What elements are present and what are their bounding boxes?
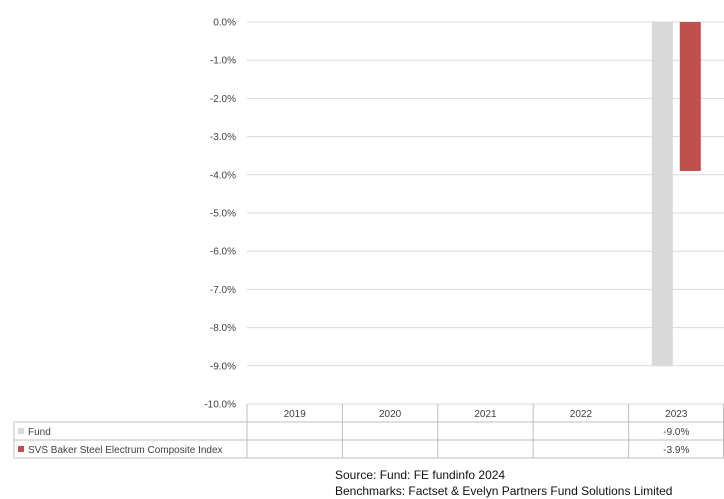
- y-tick-label: -9.0%: [210, 361, 236, 372]
- y-tick-label: -3.0%: [210, 132, 236, 143]
- bar: [651, 22, 673, 366]
- x-category-label: 2023: [665, 409, 688, 420]
- legend-swatch: [18, 446, 24, 452]
- y-tick-label: -10.0%: [204, 400, 236, 411]
- x-category-label: 2021: [474, 409, 497, 420]
- x-category-label: 2022: [570, 409, 593, 420]
- y-tick-label: -4.0%: [210, 170, 236, 181]
- y-tick-label: 0.0%: [213, 18, 236, 29]
- y-tick-label: -6.0%: [210, 247, 236, 258]
- y-tick-label: -8.0%: [210, 323, 236, 334]
- gridlines: [247, 21, 724, 405]
- source-line-2: Benchmarks: Factset & Evelyn Partners Fu…: [335, 484, 673, 498]
- bar: [679, 22, 701, 171]
- y-tick-label: -5.0%: [210, 209, 236, 220]
- y-tick-label: -1.0%: [210, 56, 236, 67]
- legend-swatch: [18, 428, 24, 434]
- y-axis-ticks: 0.0% -1.0% -2.0% -3.0% -4.0% -5.0% -6.0% -7.0% -…: [204, 18, 236, 411]
- y-tick-label: -7.0%: [210, 285, 236, 296]
- data-table: 2019 2020 2021 2022 2023 Fund -9.0% SVS Baker S…: [13, 404, 724, 459]
- x-category-label: 2019: [284, 409, 307, 420]
- data-label: -9.0%: [663, 427, 689, 438]
- data-label: -3.9%: [663, 445, 689, 456]
- legend-label: Fund: [28, 427, 51, 438]
- bars: [651, 22, 701, 366]
- y-tick-label: -2.0%: [210, 94, 236, 105]
- x-category-label: 2020: [379, 409, 402, 420]
- source-line-1: Source: Fund: FE fundinfo 2024: [335, 468, 506, 482]
- legend-label: SVS Baker Steel Electrum Composite Index: [28, 445, 223, 456]
